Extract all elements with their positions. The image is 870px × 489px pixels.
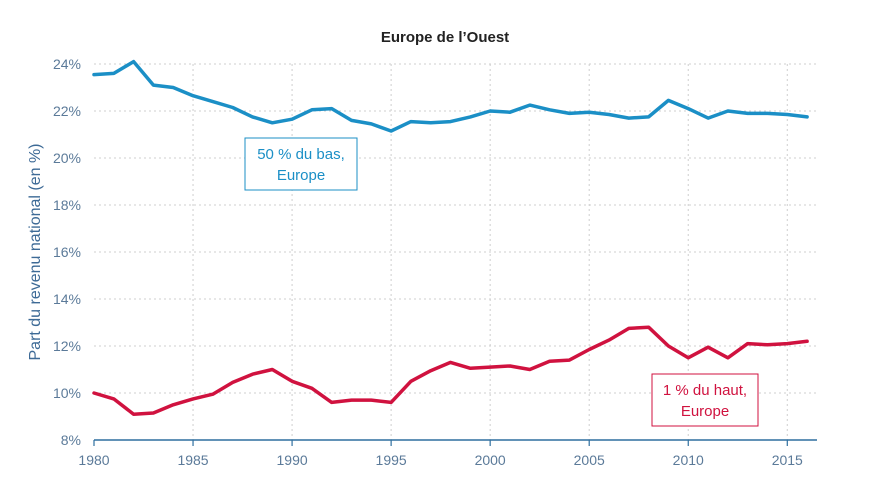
y-tick-label-14: 14%: [53, 291, 81, 307]
y-tick-label-12: 12%: [53, 338, 81, 354]
x-tick-label-1980: 1980: [78, 452, 109, 468]
y-tick-label-20: 20%: [53, 150, 81, 166]
annotation-bottom50: 50 % du bas, Europe: [244, 137, 358, 191]
y-tick-label-22: 22%: [53, 103, 81, 119]
y-tick-label-10: 10%: [53, 385, 81, 401]
series-line-top1: [92, 325, 809, 416]
y-tick-label-24: 24%: [53, 56, 81, 72]
series-lines: [92, 59, 809, 416]
annotation-bottom50-box: [244, 137, 358, 191]
axes: [93, 439, 817, 446]
x-tick-label-2010: 2010: [673, 452, 704, 468]
y-tick-label-18: 18%: [53, 197, 81, 213]
gridlines: [94, 63, 817, 440]
x-tick-label-2015: 2015: [772, 452, 803, 468]
tick-labels: 8% 10% 12% 14% 16% 18% 20% 22% 24% 1980 1985 1990 19…: [53, 56, 803, 468]
annotation-top1-line1: 1 % du haut,: [663, 382, 747, 399]
annotation-bottom50-line1: 50 % du bas,: [257, 146, 345, 163]
y-axis-label: Part du revenu national (en %): [27, 143, 44, 360]
annotation-top1-box: [651, 373, 759, 427]
series-line-bottom50: [92, 59, 809, 133]
annotation-bottom50-line2: Europe: [277, 167, 325, 184]
x-tick-label-1985: 1985: [177, 452, 208, 468]
x-tick-label-2005: 2005: [574, 452, 605, 468]
annotation-top1-line2: Europe: [681, 403, 729, 420]
annotations: 50 % du bas, Europe 1 % du haut, Europe: [244, 137, 759, 427]
chart-title: Europe de l’Ouest: [381, 29, 509, 46]
x-tick-label-1990: 1990: [277, 452, 308, 468]
y-tick-label-8: 8%: [61, 432, 81, 448]
x-tick-label-2000: 2000: [475, 452, 506, 468]
annotation-top1: 1 % du haut, Europe: [651, 373, 759, 427]
x-tick-label-1995: 1995: [376, 452, 407, 468]
y-tick-label-16: 16%: [53, 244, 81, 260]
